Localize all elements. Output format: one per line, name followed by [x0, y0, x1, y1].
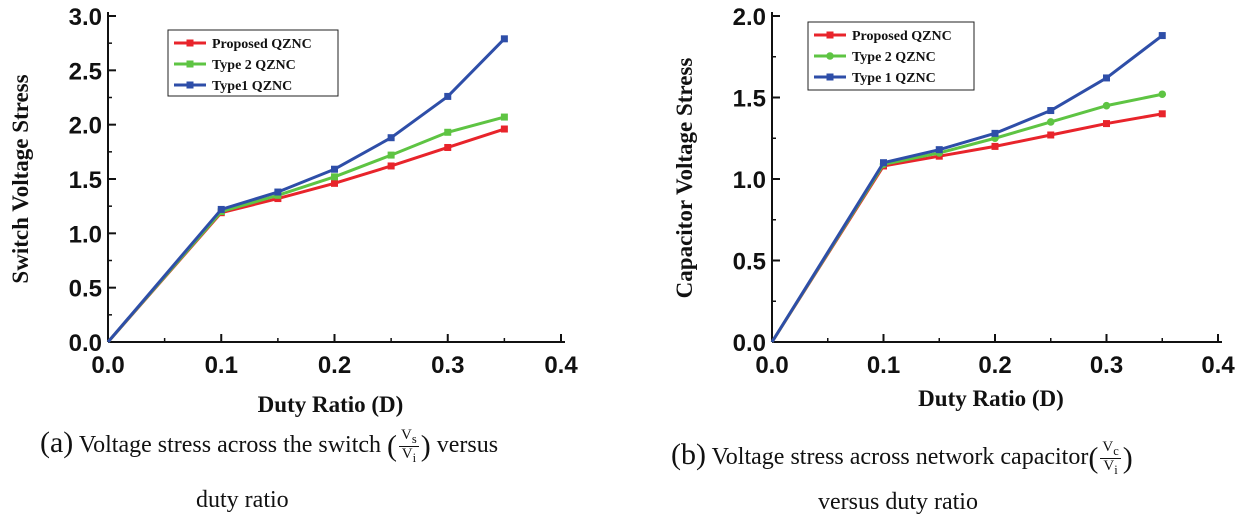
legend-marker-proposed	[826, 31, 834, 39]
caption-b-num: V	[1102, 439, 1114, 455]
chart-switch-voltage-stress: 0.0 0.5 1.0 1.5 2.0 2.5 3.0 0.0 0.1 0.2 0.3 0.4 Duty…	[8, 4, 578, 417]
y-tick-label: 0.5	[69, 276, 102, 303]
data-point-type1	[274, 188, 282, 196]
legend-label-type1: Type 1 QZNC	[852, 71, 936, 86]
y-tick-label: 1.0	[69, 221, 102, 248]
x-tick-label: 0.2	[318, 352, 351, 379]
data-point-proposed	[1047, 131, 1055, 139]
x-tick-label: 0.1	[867, 352, 900, 379]
x-tick-label: 0.0	[755, 352, 788, 379]
data-point-proposed	[444, 143, 452, 151]
data-point-type2	[500, 113, 508, 121]
series-line-type2	[770, 92, 1163, 343]
y-axis-title: Capacitor Voltage Stress	[672, 58, 697, 299]
legend-marker-proposed	[186, 39, 194, 47]
caption-a-num: V	[401, 427, 412, 443]
series-line-proposed	[770, 112, 1163, 343]
data-point-type2	[1158, 90, 1167, 99]
x-tick-label: 0.2	[978, 352, 1011, 379]
y-tick-label: 3.0	[69, 4, 102, 31]
caption-b: (b) Voltage stress across network capaci…	[671, 438, 1133, 478]
caption-b-den: V	[1103, 458, 1115, 475]
x-axis-title: Duty Ratio (D)	[258, 392, 404, 417]
data-point-type1	[217, 205, 225, 213]
data-point-type2	[331, 173, 338, 181]
y-tick-label: 1.0	[733, 167, 766, 194]
legend-label-type2: Type 2 QZNC	[852, 50, 936, 65]
chart-capacitor-voltage-stress: 0.0 0.5 1.0 1.5 2.0 0.0 0.1 0.2 0.3 0.4 Duty Ratio…	[672, 4, 1235, 411]
data-point-type2	[444, 128, 452, 136]
legend-marker-type1	[186, 81, 194, 89]
legend-marker-type2	[186, 60, 194, 68]
data-point-proposed	[1158, 110, 1166, 118]
data-point-type1	[1158, 32, 1166, 40]
caption-b-num-sub: c	[1113, 444, 1119, 458]
caption-a: (a) Voltage stress across the switch (Vs…	[40, 426, 499, 466]
y-tick-label: 2.0	[733, 4, 766, 31]
x-tick-label: 0.4	[544, 352, 578, 379]
data-point-type2	[1102, 101, 1111, 110]
caption-a-letter: (a)	[40, 426, 74, 460]
data-point-type1	[387, 134, 395, 142]
data-point-type1	[991, 129, 999, 137]
caption-a-num-sub: s	[411, 432, 417, 446]
x-tick-label: 0.1	[205, 352, 238, 379]
x-tick-label: 0.3	[431, 352, 464, 379]
caption-a-den-sub: i	[412, 451, 417, 466]
caption-b-line2: versus duty ratio	[818, 489, 978, 515]
data-point-type1	[1103, 74, 1110, 82]
caption-a-fraction: Vs Vi	[399, 427, 419, 466]
legend-label-proposed: Proposed QZNC	[852, 29, 952, 44]
caption-b-fraction: Vc Vi	[1100, 439, 1121, 478]
y-tick-label: 2.5	[69, 58, 102, 85]
data-point-proposed	[1103, 120, 1110, 128]
y-tick-label: 0.5	[733, 249, 766, 276]
caption-a-tail: versus	[436, 432, 499, 459]
caption-b-paren-close: )	[1122, 441, 1133, 475]
data-point-type2	[1046, 118, 1055, 126]
data-point-proposed	[387, 162, 395, 170]
caption-b-letter: (b)	[671, 438, 706, 472]
caption-a-den: V	[401, 446, 413, 463]
y-tick-label: 1.5	[69, 167, 102, 194]
y-tick-label: 1.5	[733, 86, 766, 113]
data-point-type1	[880, 159, 887, 167]
x-tick-label: 0.3	[1090, 352, 1123, 379]
caption-a-text: Voltage stress across the switch	[78, 432, 382, 459]
series-line-proposed	[106, 127, 505, 343]
caption-b-den-sub: i	[1114, 463, 1118, 478]
data-point-proposed	[991, 142, 999, 150]
y-axis-title: Switch Voltage Stress	[8, 74, 33, 283]
x-tick-label: 0.0	[91, 352, 124, 379]
legend-label-type2: Type 2 QZNC	[212, 58, 296, 73]
caption-a-paren-close: )	[420, 429, 431, 463]
caption-b-paren-open: (	[1088, 441, 1099, 475]
data-point-type1	[444, 92, 452, 100]
data-point-type1	[331, 165, 338, 173]
y-tick-label: 0.0	[733, 330, 766, 357]
data-point-proposed	[500, 125, 508, 133]
caption-b-text: Voltage stress across network capacitor	[711, 444, 1089, 471]
data-point-type1	[1047, 107, 1055, 115]
data-point-type1	[500, 35, 508, 43]
legend-marker-type2	[826, 52, 834, 60]
legend-marker-type1	[826, 73, 834, 81]
data-point-proposed	[331, 179, 338, 187]
x-tick-label: 0.4	[1201, 352, 1235, 379]
legend-label-proposed: Proposed QZNC	[212, 37, 312, 52]
y-tick-label: 2.0	[69, 113, 102, 140]
caption-a-line2: duty ratio	[196, 487, 289, 513]
data-point-type1	[935, 146, 943, 154]
legend-label-type1: Type1 QZNC	[212, 79, 292, 94]
caption-a-paren-open: (	[387, 429, 398, 463]
data-point-type2	[387, 151, 395, 159]
x-axis-title: Duty Ratio (D)	[918, 386, 1064, 411]
y-tick-label: 0.0	[69, 330, 102, 357]
